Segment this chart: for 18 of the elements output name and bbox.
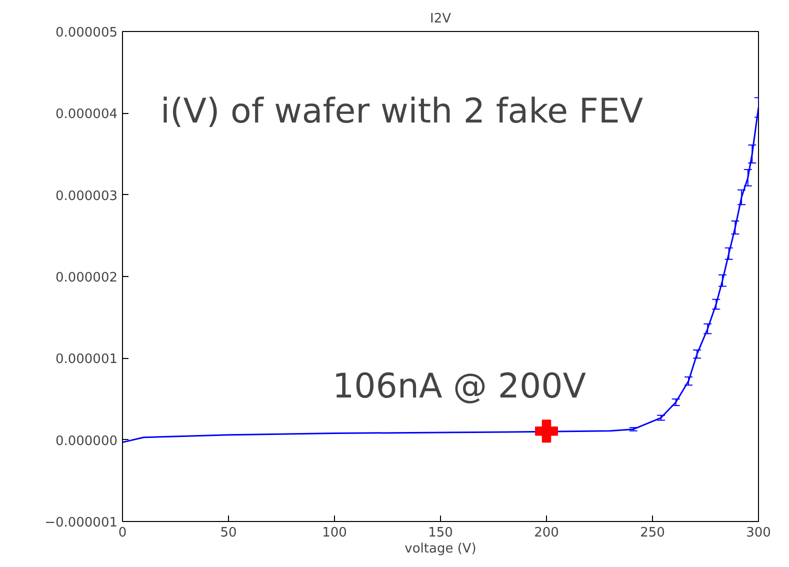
y-tick-label: 0.000002 [55, 270, 118, 286]
annotation: i(V) of wafer with 2 fake FEV [160, 92, 644, 132]
x-tick-label: 300 [746, 526, 771, 540]
y-tick-label: 0.000000 [55, 434, 118, 449]
y-tick-label: 0.000004 [55, 107, 118, 122]
chart-title: I2V [430, 12, 452, 26]
x-tick-label: 50 [220, 526, 237, 540]
y-tick-label: 0.000001 [55, 352, 118, 368]
x-tick-label: 150 [428, 526, 453, 540]
x-tick-label: 250 [640, 526, 665, 540]
y-tick-label: 0.000003 [55, 188, 118, 204]
x-axis-title: voltage (V) [404, 542, 476, 556]
y-tick-label: −0.000001 [44, 516, 118, 530]
y-tick-label: 0.000005 [55, 26, 118, 40]
x-tick-label: 200 [534, 526, 559, 540]
x-tick-label: 100 [322, 526, 347, 540]
annotation: 106nA @ 200V [332, 366, 586, 406]
x-tick-label: 0 [118, 526, 127, 540]
